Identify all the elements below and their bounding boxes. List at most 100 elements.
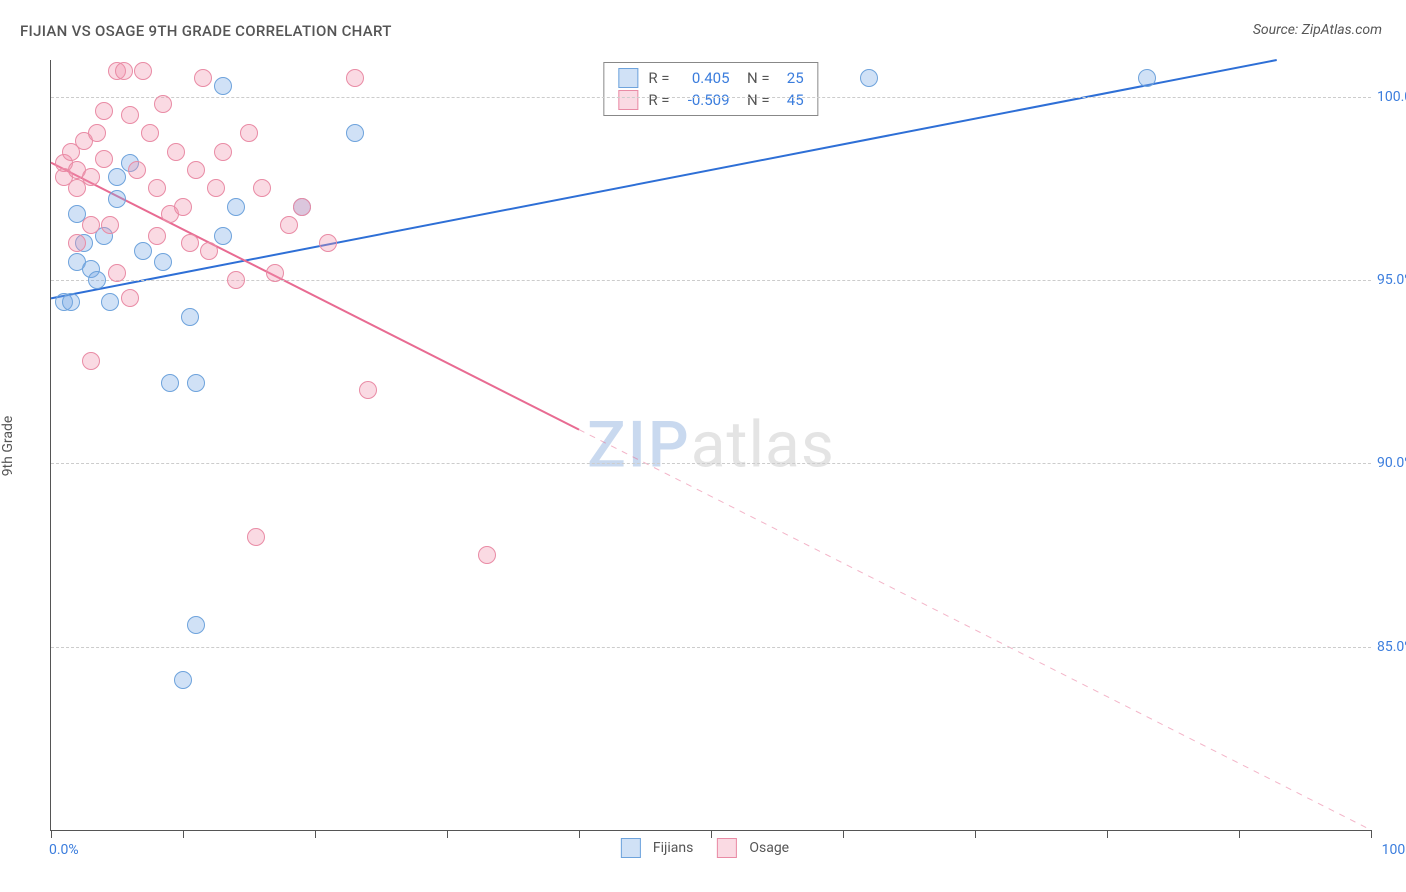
- source-label: Source: ZipAtlas.com: [1253, 22, 1382, 38]
- legend-swatch: [621, 838, 641, 858]
- scatter-point: [346, 69, 364, 87]
- correlation-legend: R = 0.405 N = 25R = -0.509 N = 45: [603, 62, 818, 116]
- scatter-point: [134, 62, 152, 80]
- scatter-point: [141, 124, 159, 142]
- x-tick: [843, 830, 844, 838]
- scatter-point: [240, 124, 258, 142]
- legend-n-value: 45: [780, 89, 804, 111]
- x-tick: [975, 830, 976, 838]
- scatter-point: [108, 190, 126, 208]
- legend-n-label: N =: [740, 67, 770, 89]
- scatter-point: [101, 216, 119, 234]
- scatter-point: [247, 528, 265, 546]
- x-tick: [315, 830, 316, 838]
- scatter-point: [319, 234, 337, 252]
- scatter-point: [148, 179, 166, 197]
- y-axis-label: 9th Grade: [0, 416, 16, 477]
- scatter-point: [214, 143, 232, 161]
- scatter-point: [860, 69, 878, 87]
- scatter-point: [1138, 69, 1156, 87]
- x-axis-min-label: 0.0%: [49, 842, 79, 858]
- scatter-point: [148, 227, 166, 245]
- scatter-point: [187, 161, 205, 179]
- gridline: [51, 97, 1371, 98]
- legend-n-label: N =: [740, 89, 770, 111]
- scatter-point: [101, 293, 119, 311]
- scatter-point: [108, 264, 126, 282]
- trend-lines-layer: [51, 60, 1371, 830]
- y-tick-label: 90.0%: [1377, 455, 1406, 471]
- y-tick-label: 95.0%: [1377, 272, 1406, 288]
- scatter-point: [194, 69, 212, 87]
- scatter-point: [154, 253, 172, 271]
- legend-r-label: R =: [648, 67, 669, 89]
- scatter-point: [181, 234, 199, 252]
- x-tick: [1371, 830, 1372, 838]
- y-tick-label: 100.0%: [1377, 89, 1406, 105]
- legend-swatch: [618, 90, 638, 110]
- x-tick: [1239, 830, 1240, 838]
- plot-area: ZIPatlas R = 0.405 N = 25R = -0.509 N = …: [50, 60, 1371, 831]
- legend-series-name: Fijians: [653, 840, 693, 856]
- scatter-point: [82, 216, 100, 234]
- scatter-point: [359, 381, 377, 399]
- legend-swatch: [717, 838, 737, 858]
- legend-row: R = 0.405 N = 25: [618, 67, 803, 89]
- scatter-point: [174, 198, 192, 216]
- legend-n-value: 25: [780, 67, 804, 89]
- scatter-point: [187, 374, 205, 392]
- scatter-point: [181, 308, 199, 326]
- scatter-point: [187, 616, 205, 634]
- scatter-point: [174, 671, 192, 689]
- watermark-zip: ZIP: [587, 408, 691, 483]
- scatter-point: [167, 143, 185, 161]
- scatter-point: [62, 293, 80, 311]
- x-tick: [447, 830, 448, 838]
- scatter-point: [68, 234, 86, 252]
- series-legend: Fijians Osage: [621, 838, 801, 858]
- scatter-point: [88, 271, 106, 289]
- scatter-point: [82, 352, 100, 370]
- y-tick-label: 85.0%: [1377, 639, 1406, 655]
- scatter-point: [154, 95, 172, 113]
- chart-title: FIJIAN VS OSAGE 9TH GRADE CORRELATION CH…: [20, 22, 392, 40]
- scatter-point: [214, 77, 232, 95]
- scatter-point: [478, 546, 496, 564]
- scatter-point: [253, 179, 271, 197]
- scatter-point: [266, 264, 284, 282]
- legend-r-value: -0.509: [680, 89, 730, 111]
- legend-row: R = -0.509 N = 45: [618, 89, 803, 111]
- x-tick: [51, 830, 52, 838]
- scatter-point: [134, 242, 152, 260]
- scatter-point: [161, 374, 179, 392]
- scatter-point: [121, 289, 139, 307]
- x-tick: [183, 830, 184, 838]
- scatter-point: [200, 242, 218, 260]
- trend-line-extrapolated: [579, 430, 1371, 830]
- scatter-point: [95, 150, 113, 168]
- gridline: [51, 280, 1371, 281]
- legend-swatch: [618, 68, 638, 88]
- scatter-point: [293, 198, 311, 216]
- scatter-point: [115, 62, 133, 80]
- watermark: ZIPatlas: [587, 408, 835, 483]
- scatter-point: [280, 216, 298, 234]
- watermark-atlas: atlas: [691, 408, 835, 483]
- scatter-point: [121, 106, 139, 124]
- scatter-point: [207, 179, 225, 197]
- legend-r-value: 0.405: [680, 67, 730, 89]
- scatter-point: [82, 168, 100, 186]
- legend-series-name: Osage: [749, 840, 789, 856]
- legend-r-label: R =: [648, 89, 669, 111]
- scatter-point: [128, 161, 146, 179]
- scatter-point: [227, 271, 245, 289]
- scatter-point: [95, 102, 113, 120]
- x-tick: [579, 830, 580, 838]
- gridline: [51, 463, 1371, 464]
- scatter-point: [346, 124, 364, 142]
- scatter-point: [88, 124, 106, 142]
- gridline: [51, 647, 1371, 648]
- scatter-point: [214, 227, 232, 245]
- x-tick: [711, 830, 712, 838]
- scatter-point: [227, 198, 245, 216]
